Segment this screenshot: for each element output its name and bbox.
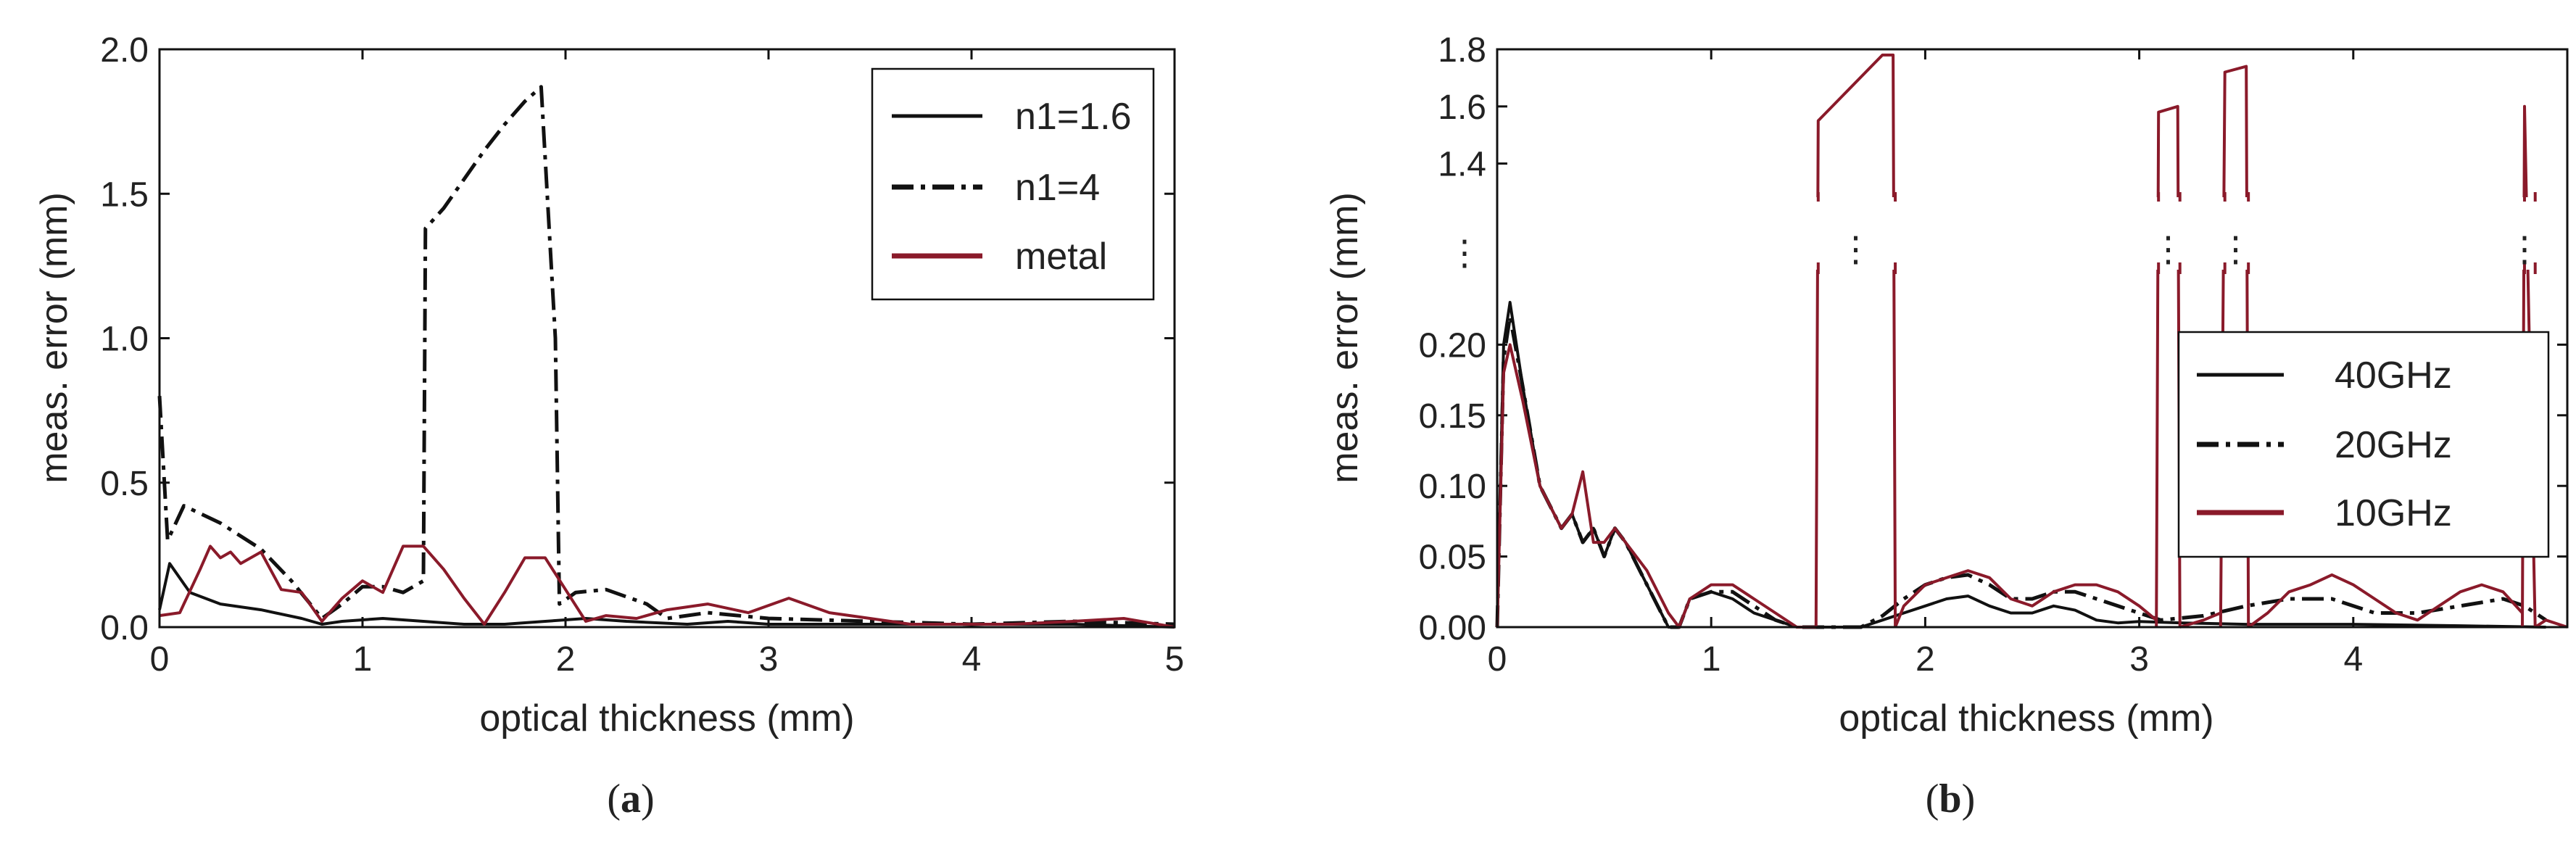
panel-b-axes-frame xyxy=(1496,48,2569,629)
panel-a-x-tick-label: 0 xyxy=(150,640,170,679)
panel-b-y-axis-label: meas. error (mm) xyxy=(1324,192,1366,484)
panel-b-break-marker: ⋮ xyxy=(2218,231,2253,269)
panel-a-x-tick-label: 4 xyxy=(962,640,982,679)
panel-b-break-marker: ⋮ xyxy=(1838,231,1873,269)
panel-b-y-tick-label: 0.05 xyxy=(1419,539,1486,577)
panel-a-y-tick-label: 1.0 xyxy=(100,320,149,359)
panel-b-break-marker: ⋮ xyxy=(2150,231,2185,269)
panel-a-y-tick-label: 0.5 xyxy=(100,465,149,503)
panel-b-y-tick-label: 0.20 xyxy=(1419,326,1486,365)
panel-a-x-tick-label: 1 xyxy=(353,640,373,679)
panel-a-y-tick-label: 0.0 xyxy=(100,609,149,647)
panel-b-x-tick-label: 0 xyxy=(1488,640,1507,679)
panel-b-y-tick-label-upper: 1.4 xyxy=(1438,146,1486,184)
panel-a-series-group xyxy=(157,85,1175,629)
panel-b: 0 1 2 3 40.000.050.100.150.201.41.61.8⋮ ⋮ ⋮ ⋮ ⋮… xyxy=(1324,31,2569,821)
panel-b-axis-break-band xyxy=(1499,197,2566,270)
panel-a-series-n1-1-6 xyxy=(158,562,1175,629)
panel-b-x-tick-label: 4 xyxy=(2343,640,2363,679)
panel-b-series-10ghz xyxy=(1894,569,2158,628)
panel-a-y-tick-label: 1.5 xyxy=(100,175,149,214)
panel-b-x-tick-label: 2 xyxy=(1916,640,1935,679)
panel-b-series-10ghz xyxy=(2179,611,2221,629)
panel-a-y-axis-label: meas. error (mm) xyxy=(33,192,75,484)
panel-b-x-tick-label: 1 xyxy=(1702,640,1721,679)
panel-b-y-tick-label-upper: 1.8 xyxy=(1438,31,1486,70)
panel-b-series-group: ⋮ ⋮ ⋮ ⋮ xyxy=(1495,53,2568,629)
legend-label-40ghz: 40GHz xyxy=(2335,355,2452,397)
panel-b-series-10ghz xyxy=(1814,53,1897,628)
legend-label-metal: metal xyxy=(1015,236,1107,278)
legend-label-n1-4: n1=4 xyxy=(1015,167,1100,209)
panel-b-x-axis-label: optical thickness (mm) xyxy=(1839,697,2213,740)
panel-b-series-20ghz xyxy=(1495,314,2547,629)
panel-b-series-10ghz xyxy=(2534,618,2568,629)
panel-b-series-10ghz xyxy=(2155,104,2182,628)
panel-a-y-tick-label: 2.0 xyxy=(100,31,149,70)
panel-a-x-axis-label: optical thickness (mm) xyxy=(479,697,854,740)
panel-b-caption: (b) xyxy=(1926,776,1975,821)
panel-b-series-10ghz xyxy=(2248,573,2524,629)
panel-b-x-tick-label: 3 xyxy=(2129,640,2149,679)
panel-b-y-tick-label-upper: 1.6 xyxy=(1438,88,1486,127)
panel-b-legend: 40GHz 20GHz 10GHz xyxy=(2177,331,2550,558)
panel-b-y-tick-label: 0.10 xyxy=(1419,468,1486,506)
legend-label-n1-1-6: n1=1.6 xyxy=(1015,96,1132,138)
panel-a-series-n1-4 xyxy=(157,85,1175,626)
panel-b-axis-break-marker: ⋮ xyxy=(1447,234,1482,273)
panel-a-x-tick-label: 5 xyxy=(1165,640,1185,679)
panel-b-y-tick-label: 0.15 xyxy=(1419,397,1486,436)
panel-a: 0 1 2 3 4 50.00.51.01.52.0 n1=1.6 n1=4 metal … xyxy=(33,31,1184,821)
panel-b-y-tick-label: 0.00 xyxy=(1419,609,1486,647)
panel-a-caption: (a) xyxy=(607,776,654,821)
panel-a-legend: n1=1.6 n1=4 metal xyxy=(871,67,1155,301)
panel-a-x-tick-label: 2 xyxy=(556,640,576,679)
panel-a-ticks: 0 1 2 3 4 5 0.0 0.5 1.0 1.5 2.0 xyxy=(100,31,1184,679)
panel-b-break-marker: ⋮ xyxy=(2507,231,2542,269)
panel-b-series-10ghz xyxy=(1496,343,1816,629)
legend-label-20ghz: 20GHz xyxy=(2335,424,2452,466)
panel-a-series-metal xyxy=(159,544,1175,629)
legend-label-10ghz: 10GHz xyxy=(2335,492,2452,534)
panel-a-axes-frame xyxy=(158,48,1176,629)
panel-a-x-tick-label: 3 xyxy=(759,640,779,679)
panel-a-legend-box xyxy=(871,67,1155,301)
panel-b-ticks: 0 1 2 3 4 0.00 0.05 0.10 0.15 0.20 1.4 1.6 1.8 ⋮ xyxy=(1419,31,2567,679)
